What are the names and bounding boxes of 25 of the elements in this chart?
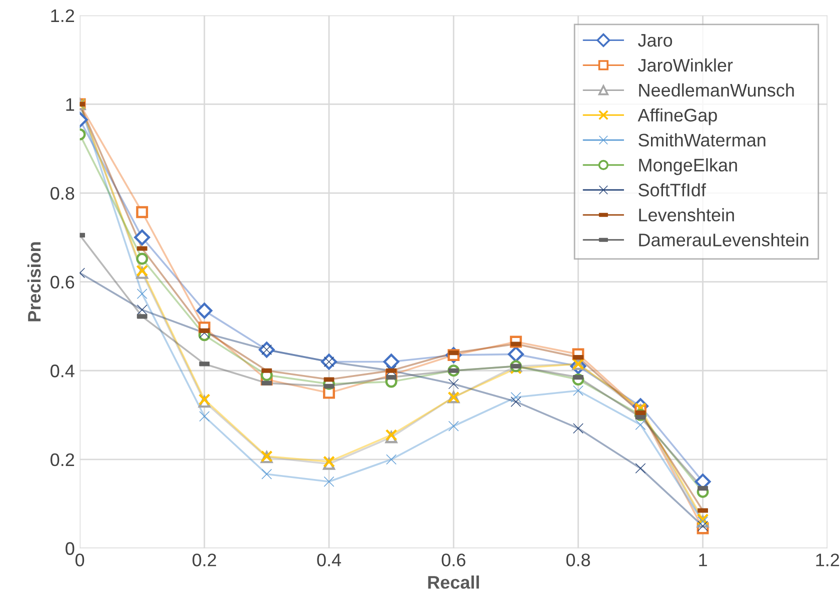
y-axis-title: Precision — [27, 242, 41, 322]
x-tick-label: 1 — [699, 554, 707, 566]
y-tick-label: 0.2 — [50, 453, 74, 466]
legend-label: JaroWinkler — [638, 58, 733, 72]
legend-label: MongeElkan — [639, 158, 737, 176]
legend-label: NeedlemanWunsch — [639, 83, 794, 97]
y-tick-label: 0.8 — [50, 186, 74, 200]
legend-label: AffineGap — [638, 108, 717, 126]
y-tick-label: 1 — [66, 98, 74, 111]
y-tick-label: 0 — [66, 542, 74, 555]
y-tick-label: 0.4 — [50, 364, 74, 378]
x-tick-label: 0 — [75, 554, 84, 566]
x-tick-label: 0.2 — [192, 554, 216, 566]
legend-label: SoftTfIdf — [638, 183, 706, 196]
y-tick-label: 0.6 — [50, 276, 74, 289]
x-tick-label: 0.8 — [566, 554, 590, 566]
legend-label: Levenshtein — [639, 208, 734, 222]
y-tick-label: 1.2 — [51, 9, 74, 22]
x-tick-label: 0.4 — [317, 554, 342, 566]
legend-label: Jaro — [638, 34, 672, 47]
x-tick-label: 0.6 — [442, 554, 466, 566]
legend-label: SmithWaterman — [638, 133, 766, 147]
legend-label: DamerauLevenshtein — [639, 233, 808, 246]
x-tick-label: 1.2 — [816, 554, 840, 566]
x-axis-title: Recall — [428, 575, 479, 589]
